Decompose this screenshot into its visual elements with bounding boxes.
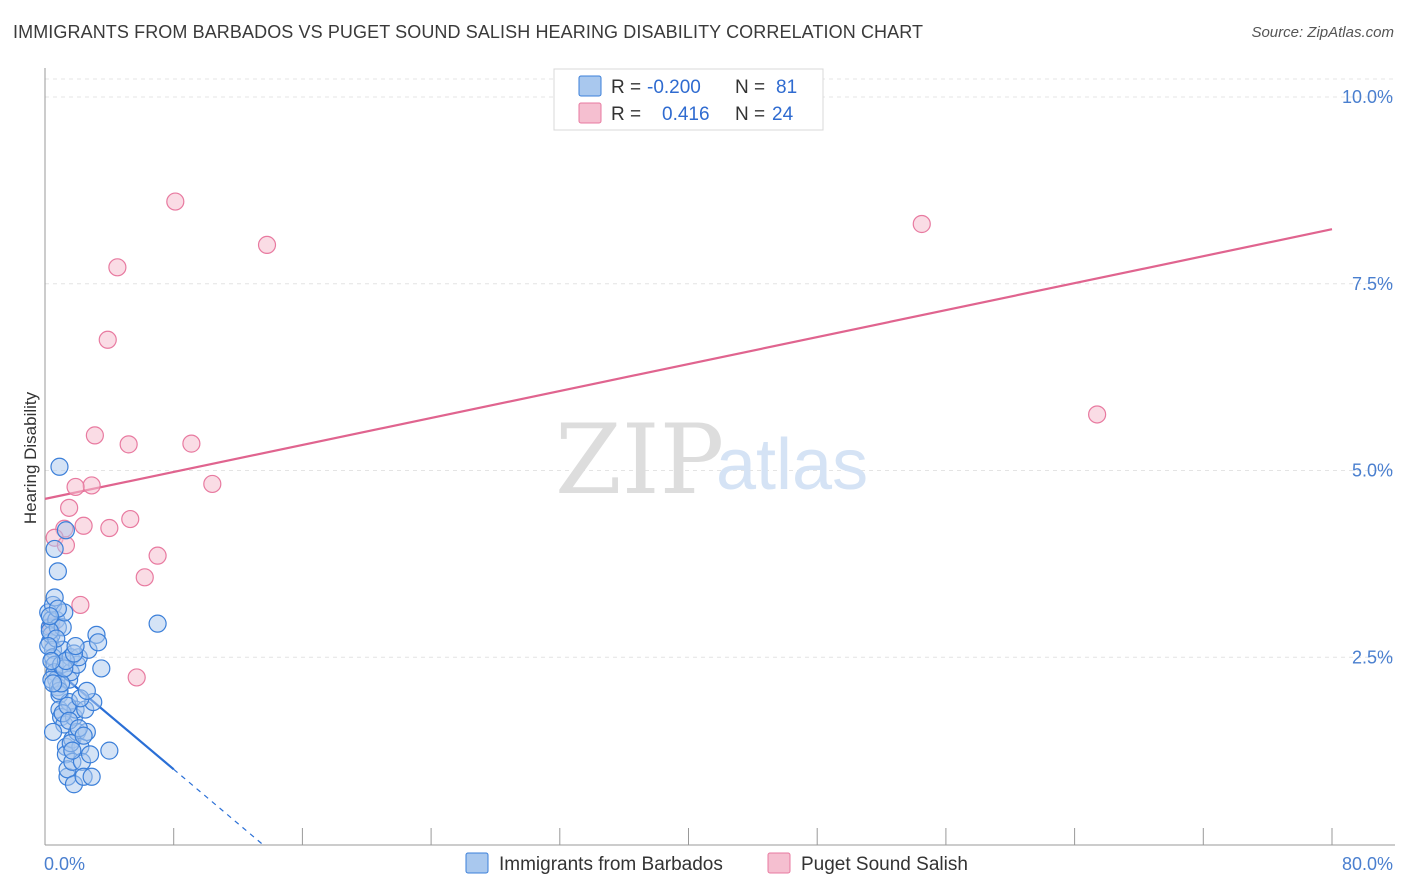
- grid-lines: [45, 78, 1395, 658]
- point-salish: [66, 477, 85, 497]
- y-tick-label: 5.0%: [1352, 461, 1393, 481]
- legend-r-label-2: R =: [611, 104, 641, 125]
- tick-labels: 2.5% 5.0% 7.5% 10.0% 0.0% 80.0%: [44, 87, 1393, 874]
- legend-r-value-1: -0.200: [647, 77, 701, 98]
- point-salish: [148, 546, 167, 565]
- point-barbados: [92, 659, 111, 678]
- point-barbados: [148, 614, 167, 633]
- point-salish: [1088, 405, 1107, 424]
- point-barbados: [63, 741, 82, 760]
- legend-n-value-2: 24: [772, 104, 794, 125]
- chart-title: IMMIGRANTS FROM BARBADOS VS PUGET SOUND …: [13, 22, 924, 42]
- legend-n-label-2: N =: [735, 104, 765, 125]
- point-salish: [71, 595, 90, 615]
- point-barbados: [40, 607, 59, 626]
- point-salish: [257, 235, 277, 255]
- point-barbados: [74, 726, 93, 745]
- point-salish: [60, 498, 79, 517]
- y-axis-label: Hearing Disability: [21, 391, 40, 524]
- point-salish: [912, 214, 931, 234]
- point-barbados: [43, 674, 63, 693]
- legend-r-value-2: 0.416: [662, 104, 710, 125]
- series-swatch-barbados: [465, 852, 489, 874]
- point-barbados: [39, 636, 58, 656]
- point-barbados: [48, 562, 67, 581]
- point-barbados: [42, 651, 61, 671]
- point-barbados: [43, 722, 63, 742]
- series-label-salish: Puget Sound Salish: [801, 854, 968, 875]
- legend-swatch-blue: [578, 75, 602, 97]
- series-swatch-salish: [767, 852, 791, 874]
- point-salish: [98, 330, 117, 349]
- point-salish: [100, 518, 119, 538]
- point-barbados: [82, 767, 101, 786]
- point-barbados: [45, 539, 64, 559]
- watermark-zip: ZIP: [555, 404, 724, 516]
- point-salish: [127, 668, 146, 687]
- point-salish: [85, 426, 104, 445]
- y-tick-label: 2.5%: [1352, 647, 1393, 667]
- y-tick-label: 10.0%: [1342, 87, 1393, 107]
- trend-line-barbados-extension: [173, 768, 263, 845]
- legend-n-label-1: N =: [735, 77, 765, 98]
- trend-line-salish: [44, 228, 1333, 500]
- point-barbados: [66, 636, 85, 656]
- point-salish: [82, 476, 101, 495]
- point-barbados: [100, 741, 119, 760]
- watermark: ZIP atlas: [555, 404, 868, 516]
- trend-lines: [44, 228, 1333, 845]
- x-tick-label-min: 0.0%: [44, 854, 85, 874]
- point-salish: [182, 434, 201, 453]
- x-tick-label-max: 80.0%: [1342, 854, 1393, 874]
- point-salish: [108, 258, 127, 277]
- legend-r-label-1: R =: [611, 77, 641, 98]
- y-tick-label: 7.5%: [1352, 274, 1393, 294]
- legend-n-value-1: 81: [776, 77, 797, 98]
- point-salish: [203, 474, 222, 494]
- point-barbados: [80, 745, 100, 764]
- correlation-legend: R = -0.200 N = 81 R = 0.416 N = 24: [553, 68, 824, 131]
- point-salish: [121, 509, 140, 529]
- point-barbados: [50, 457, 69, 476]
- watermark-atlas: atlas: [716, 425, 868, 505]
- source-credit: Source: ZipAtlas.com: [1251, 24, 1394, 41]
- series-label-barbados: Immigrants from Barbados: [499, 854, 723, 875]
- point-salish: [166, 192, 185, 211]
- point-salish: [74, 516, 93, 535]
- legend-swatch-pink: [578, 102, 602, 124]
- point-barbados: [77, 681, 96, 700]
- series-legend: Immigrants from Barbados Puget Sound Sal…: [465, 852, 968, 875]
- point-barbados: [88, 633, 108, 652]
- point-salish: [119, 435, 138, 454]
- data-points: [39, 192, 1107, 794]
- point-salish: [135, 568, 154, 587]
- axes: [44, 68, 1395, 846]
- point-barbados: [56, 521, 76, 540]
